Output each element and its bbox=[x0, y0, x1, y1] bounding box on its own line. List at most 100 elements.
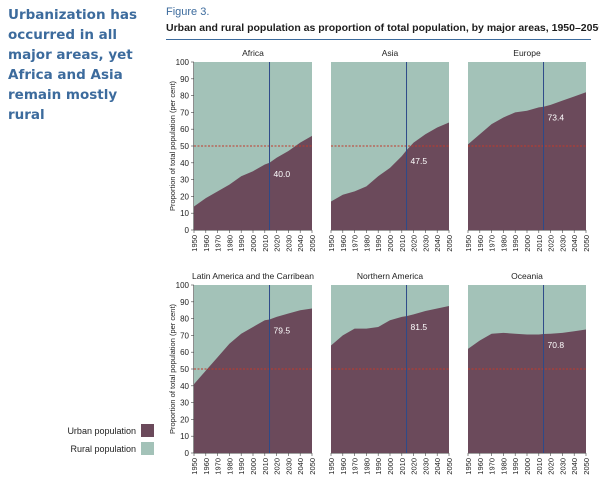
y-tick-label: 100 bbox=[176, 281, 190, 290]
x-tick-label: 2040 bbox=[296, 235, 305, 252]
x-tick-label: 2050 bbox=[445, 235, 454, 252]
x-tick-label: 2000 bbox=[386, 458, 395, 475]
panel-northern-america: Northern America 81.5 1950 1960 1970 1980 1990… bbox=[327, 271, 454, 475]
x-tick-label: 1950 bbox=[327, 235, 336, 252]
x-tick-label: 2040 bbox=[433, 458, 442, 475]
y-tick-label: 40 bbox=[180, 382, 189, 391]
x-tick-label: 1950 bbox=[190, 235, 199, 252]
panel-title: Europe bbox=[513, 48, 541, 58]
x-tick-label: 1950 bbox=[327, 458, 336, 475]
y-tick-label: 30 bbox=[180, 399, 189, 408]
y-axis-label: Proportion of total population (per cent… bbox=[168, 303, 177, 434]
x-tick-label: 2030 bbox=[558, 458, 567, 475]
panel-title: Africa bbox=[242, 48, 264, 58]
x-tick-label: 2010 bbox=[398, 235, 407, 252]
x-tick-label: 1950 bbox=[464, 458, 473, 475]
x-tick-label: 2050 bbox=[308, 458, 317, 475]
x-tick-label: 2050 bbox=[445, 458, 454, 475]
y-tick-label: 70 bbox=[180, 108, 189, 117]
x-tick-label: 2010 bbox=[398, 458, 407, 475]
panel-latin-america-and-the-carribean: Latin America and the Carribean 79.5 0 10 20… bbox=[168, 271, 317, 475]
urban-area bbox=[331, 122, 449, 230]
x-tick-label: 1990 bbox=[237, 235, 246, 252]
legend-swatch-urban bbox=[141, 424, 154, 437]
legend-label-urban: Urban population bbox=[67, 426, 136, 436]
x-tick-label: 1960 bbox=[476, 235, 485, 252]
panel-title: Oceania bbox=[511, 271, 543, 281]
x-tick-label: 1950 bbox=[464, 235, 473, 252]
x-tick-label: 1990 bbox=[511, 458, 520, 475]
y-tick-label: 50 bbox=[180, 142, 189, 151]
y-tick-label: 40 bbox=[180, 159, 189, 168]
y-tick-label: 80 bbox=[180, 92, 189, 101]
x-tick-label: 2010 bbox=[535, 235, 544, 252]
x-tick-label: 1970 bbox=[214, 458, 223, 475]
title-divider bbox=[166, 39, 591, 40]
y-tick-label: 100 bbox=[176, 58, 190, 67]
x-tick-label: 2000 bbox=[523, 235, 532, 252]
x-tick-label: 1960 bbox=[339, 235, 348, 252]
side-title: Urbanization has occurred in all major a… bbox=[8, 7, 138, 123]
x-tick-label: 2020 bbox=[547, 235, 556, 252]
legend-label-rural: Rural population bbox=[70, 444, 136, 454]
marker-value-label: 40.0 bbox=[274, 169, 291, 179]
x-tick-label: 1980 bbox=[499, 235, 508, 252]
x-tick-label: 2020 bbox=[273, 235, 282, 252]
y-tick-label: 20 bbox=[180, 415, 189, 424]
x-tick-label: 1960 bbox=[202, 235, 211, 252]
x-tick-label: 2020 bbox=[410, 235, 419, 252]
urban-area bbox=[468, 329, 586, 453]
x-tick-label: 1970 bbox=[351, 235, 360, 252]
y-tick-label: 20 bbox=[180, 192, 189, 201]
x-tick-label: 1980 bbox=[225, 458, 234, 475]
x-tick-label: 2000 bbox=[249, 235, 258, 252]
chart-legend: Urban population Rural population bbox=[50, 423, 160, 459]
x-tick-label: 2010 bbox=[261, 458, 270, 475]
y-tick-label: 10 bbox=[180, 432, 189, 441]
figure-label: Figure 3. bbox=[166, 6, 210, 18]
y-tick-label: 90 bbox=[180, 75, 189, 84]
y-tick-label: 60 bbox=[180, 125, 189, 134]
x-tick-label: 1960 bbox=[476, 458, 485, 475]
x-tick-label: 2030 bbox=[421, 235, 430, 252]
x-tick-label: 1980 bbox=[362, 458, 371, 475]
x-tick-label: 2030 bbox=[284, 458, 293, 475]
panel-title: Northern America bbox=[357, 271, 423, 281]
marker-value-label: 47.5 bbox=[411, 156, 428, 166]
y-tick-label: 70 bbox=[180, 331, 189, 340]
y-tick-label: 0 bbox=[185, 226, 190, 235]
x-tick-label: 2020 bbox=[273, 458, 282, 475]
x-tick-label: 1990 bbox=[374, 235, 383, 252]
x-tick-label: 1970 bbox=[214, 235, 223, 252]
x-tick-label: 1960 bbox=[202, 458, 211, 475]
panel-title: Asia bbox=[382, 48, 399, 58]
y-tick-label: 30 bbox=[180, 176, 189, 185]
x-tick-label: 2030 bbox=[558, 235, 567, 252]
x-tick-label: 2040 bbox=[570, 458, 579, 475]
x-tick-label: 1980 bbox=[225, 235, 234, 252]
marker-value-label: 73.4 bbox=[548, 113, 565, 123]
x-tick-label: 1990 bbox=[237, 458, 246, 475]
x-tick-label: 1970 bbox=[351, 458, 360, 475]
x-tick-label: 2030 bbox=[284, 235, 293, 252]
y-tick-label: 50 bbox=[180, 365, 189, 374]
legend-entry-urban: Urban population bbox=[50, 423, 160, 441]
urban-area bbox=[468, 92, 586, 231]
y-axis-label: Proportion of total population (per cent… bbox=[168, 80, 177, 211]
x-tick-label: 2010 bbox=[535, 458, 544, 475]
x-tick-label: 1950 bbox=[190, 458, 199, 475]
x-tick-label: 2010 bbox=[261, 235, 270, 252]
x-tick-label: 1980 bbox=[499, 458, 508, 475]
x-tick-label: 2050 bbox=[582, 458, 591, 475]
panel-africa: Africa40.00102030405060708090100Proporti… bbox=[168, 48, 317, 252]
y-tick-label: 10 bbox=[180, 209, 189, 218]
legend-entry-rural: Rural population bbox=[50, 441, 160, 459]
x-tick-label: 2050 bbox=[308, 235, 317, 252]
x-tick-label: 2000 bbox=[523, 458, 532, 475]
x-tick-label: 2040 bbox=[433, 235, 442, 252]
y-tick-label: 0 bbox=[185, 449, 190, 458]
marker-value-label: 81.5 bbox=[411, 322, 428, 332]
